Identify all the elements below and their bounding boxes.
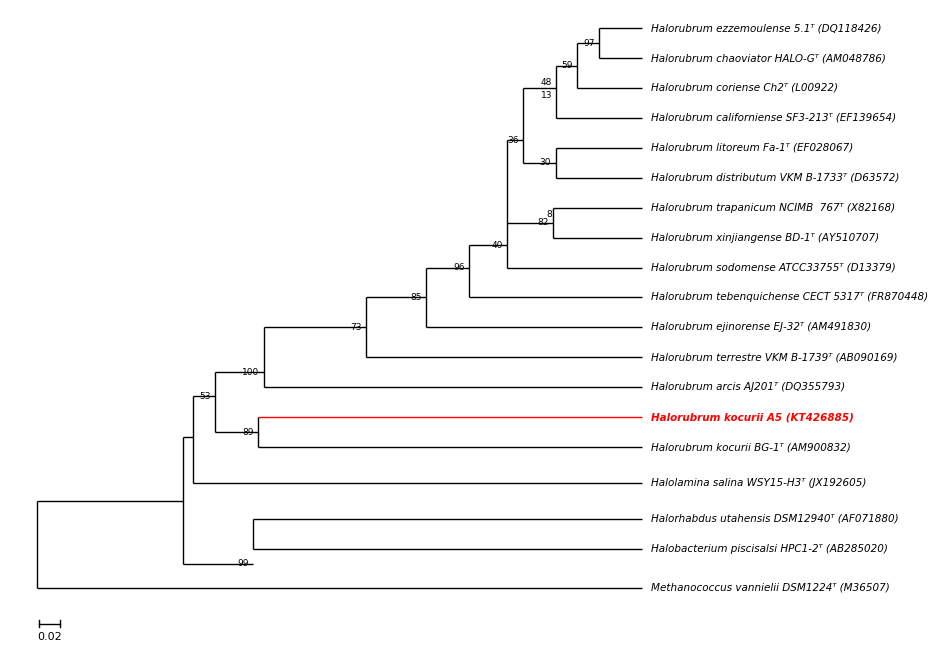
Text: Halorubrum distributum VKM B-1733ᵀ (D63572): Halorubrum distributum VKM B-1733ᵀ (D635… bbox=[650, 173, 898, 182]
Text: Halorubrum coriense Ch2ᵀ (L00922): Halorubrum coriense Ch2ᵀ (L00922) bbox=[650, 83, 837, 93]
Text: Halorubrum tebenquichense CECT 5317ᵀ (FR870448): Halorubrum tebenquichense CECT 5317ᵀ (FR… bbox=[650, 292, 927, 302]
Text: 30: 30 bbox=[539, 159, 550, 168]
Text: 36: 36 bbox=[506, 136, 518, 145]
Text: 0.02: 0.02 bbox=[37, 632, 62, 642]
Text: 100: 100 bbox=[242, 367, 259, 377]
Text: Methanococcus vannielii DSM1224ᵀ (M36507): Methanococcus vannielii DSM1224ᵀ (M36507… bbox=[650, 583, 888, 593]
Text: 97: 97 bbox=[583, 39, 594, 48]
Text: Halorubrum ezzemoulense 5.1ᵀ (DQ118426): Halorubrum ezzemoulense 5.1ᵀ (DQ118426) bbox=[650, 23, 881, 33]
Text: Halorubrum litoreum Fa-1ᵀ (EF028067): Halorubrum litoreum Fa-1ᵀ (EF028067) bbox=[650, 143, 852, 153]
Text: 96: 96 bbox=[453, 263, 465, 272]
Text: 48: 48 bbox=[541, 78, 552, 87]
Text: Halolamina salina WSY15-H3ᵀ (JX192605): Halolamina salina WSY15-H3ᵀ (JX192605) bbox=[650, 478, 865, 488]
Text: Halorubrum sodomense ATCC33755ᵀ (D13379): Halorubrum sodomense ATCC33755ᵀ (D13379) bbox=[650, 263, 895, 272]
Text: 73: 73 bbox=[350, 323, 362, 332]
Text: 89: 89 bbox=[242, 428, 253, 437]
Text: 40: 40 bbox=[490, 241, 502, 250]
Text: Halorubrum chaoviator HALO-Gᵀ (AM048786): Halorubrum chaoviator HALO-Gᵀ (AM048786) bbox=[650, 53, 884, 63]
Text: 13: 13 bbox=[541, 91, 552, 100]
Text: 85: 85 bbox=[409, 293, 421, 302]
Text: 82: 82 bbox=[537, 218, 548, 227]
Text: Halorubrum kocurii BG-1ᵀ (AM900832): Halorubrum kocurii BG-1ᵀ (AM900832) bbox=[650, 442, 849, 452]
Text: 53: 53 bbox=[199, 391, 210, 400]
Text: Halorubrum ejinorense EJ-32ᵀ (AM491830): Halorubrum ejinorense EJ-32ᵀ (AM491830) bbox=[650, 322, 870, 333]
Text: Halobacterium piscisalsi HPC1-2ᵀ (AB285020): Halobacterium piscisalsi HPC1-2ᵀ (AB2850… bbox=[650, 544, 886, 554]
Text: Halorubrum xinjiangense BD-1ᵀ (AY510707): Halorubrum xinjiangense BD-1ᵀ (AY510707) bbox=[650, 233, 878, 243]
Text: Halorubrum trapanicum NCIMB  767ᵀ (X82168): Halorubrum trapanicum NCIMB 767ᵀ (X82168… bbox=[650, 203, 894, 213]
Text: 8: 8 bbox=[546, 210, 552, 219]
Text: 99: 99 bbox=[237, 560, 248, 568]
Text: Halorhabdus utahensis DSM12940ᵀ (AF071880): Halorhabdus utahensis DSM12940ᵀ (AF07188… bbox=[650, 514, 898, 524]
Text: Halorubrum terrestre VKM B-1739ᵀ (AB090169): Halorubrum terrestre VKM B-1739ᵀ (AB0901… bbox=[650, 353, 896, 362]
Text: Halorubrum arcis AJ201ᵀ (DQ355793): Halorubrum arcis AJ201ᵀ (DQ355793) bbox=[650, 382, 844, 392]
Text: Halorubrum californiense SF3-213ᵀ (EF139654): Halorubrum californiense SF3-213ᵀ (EF139… bbox=[650, 113, 895, 123]
Text: 59: 59 bbox=[561, 61, 572, 70]
Text: Halorubrum kocurii A5 (KT426885): Halorubrum kocurii A5 (KT426885) bbox=[650, 412, 853, 422]
